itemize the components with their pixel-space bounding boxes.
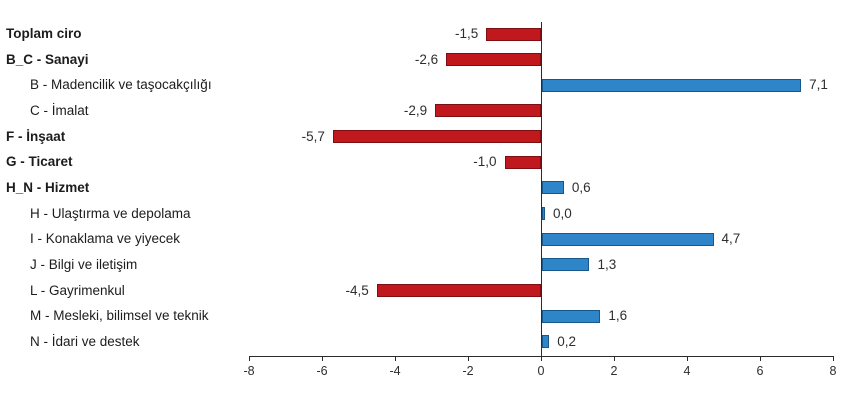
bar (446, 53, 541, 67)
x-axis-tick (395, 356, 396, 361)
value-label: -4,5 (345, 282, 369, 298)
x-axis-tick (760, 356, 761, 361)
x-axis-tick-label: 2 (610, 364, 618, 378)
bar (542, 207, 545, 221)
x-axis-tick-label: 6 (756, 364, 764, 378)
x-axis-tick-label: 8 (829, 364, 837, 378)
bar (542, 78, 802, 92)
zero-axis-line (541, 22, 542, 356)
bar (542, 335, 550, 349)
value-label: 0,2 (557, 333, 577, 349)
category-label: F - İnşaat (6, 128, 66, 144)
x-axis-tick-label: 4 (683, 364, 691, 378)
bar (542, 258, 590, 272)
category-label: N - İdari ve destek (30, 333, 140, 349)
category-label: B - Madencilik ve taşocakçılığı (30, 77, 212, 93)
value-label: -1,0 (473, 154, 497, 170)
x-axis-tick (541, 356, 542, 361)
x-axis-tick-label: -2 (462, 364, 474, 378)
bar (486, 27, 541, 41)
x-axis-tick (249, 356, 250, 361)
value-label: -1,5 (454, 26, 479, 41)
value-label: 1,3 (597, 256, 617, 272)
bar (542, 232, 714, 246)
value-label: 7,1 (809, 77, 828, 93)
value-label: 4,7 (721, 231, 741, 247)
category-label: Toplam ciro (6, 26, 82, 41)
x-axis-tick (833, 356, 834, 361)
category-label: M - Mesleki, bilimsel ve teknik (30, 308, 209, 324)
category-label: L - Gayrimenkul (30, 282, 125, 298)
category-label: I - Konaklama ve yiyecek (30, 231, 181, 247)
bar (376, 284, 541, 298)
value-label: 1,6 (608, 308, 628, 324)
value-label: -2,9 (403, 102, 428, 118)
category-label: J - Bilgi ve iletişim (30, 256, 138, 272)
x-axis-tick-label: -6 (316, 364, 328, 378)
value-label: 0,0 (553, 205, 572, 221)
category-label: C - İmalat (30, 102, 89, 118)
bar (504, 155, 541, 169)
bar (332, 130, 541, 144)
x-axis-tick-label: 0 (537, 364, 545, 378)
bar (542, 181, 564, 195)
category-label: B_C - Sanayi (6, 51, 89, 67)
x-axis-tick (322, 356, 323, 361)
category-label: H_N - Hizmet (6, 179, 90, 195)
x-axis-tick-label: -4 (389, 364, 401, 378)
x-axis-tick (614, 356, 615, 361)
x-axis-tick (468, 356, 469, 361)
x-axis-tick (687, 356, 688, 361)
value-label: 0,6 (571, 179, 591, 195)
category-label: G - Ticaret (6, 154, 73, 170)
value-label: -5,7 (301, 128, 325, 144)
x-axis-tick-label: -8 (243, 364, 255, 378)
category-label: H - Ulaştırma ve depolama (30, 205, 191, 221)
bar (542, 309, 601, 323)
value-label: -2,6 (414, 51, 439, 67)
bar (435, 104, 541, 118)
